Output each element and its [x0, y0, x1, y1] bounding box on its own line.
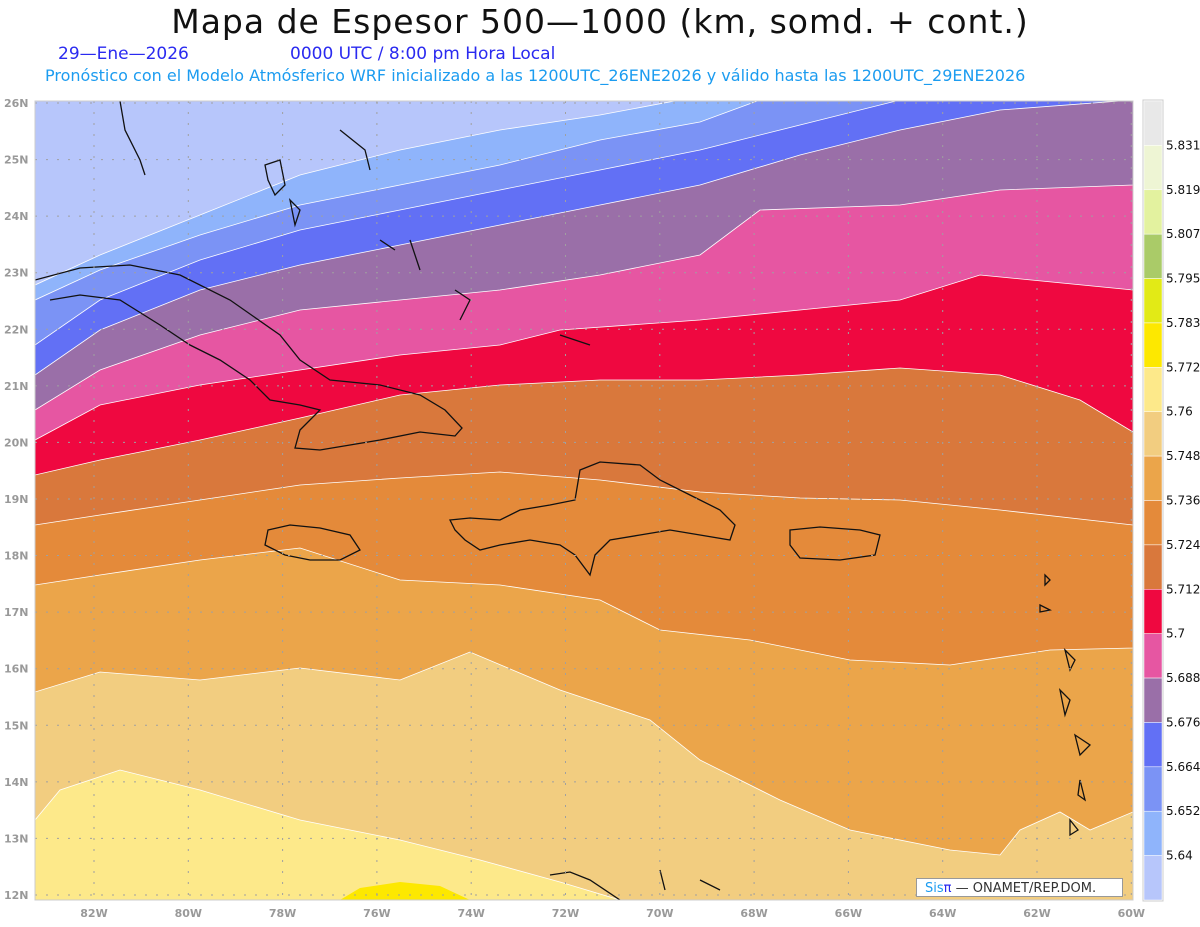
legend-swatch: [1143, 855, 1163, 901]
legend-label: 5.795: [1166, 272, 1200, 286]
legend-label: 5.831: [1166, 138, 1200, 152]
legend-label: 5.724: [1166, 538, 1200, 552]
legend-label: 5.807: [1166, 227, 1200, 241]
legend-swatch: [1143, 589, 1163, 634]
legend-label: 5.783: [1166, 316, 1200, 330]
legend-label: 5.688: [1166, 671, 1200, 685]
legend-label: 5.664: [1166, 760, 1200, 774]
color-legend: 5.831 5.819 5.807 5.795 5.783 5.772 5.76 5.748 5…: [1142, 99, 1200, 902]
lat-label: 19N: [4, 493, 29, 506]
lat-label: 12N: [4, 889, 29, 902]
forecast-time: 0000 UTC / 8:00 pm Hora Local: [290, 44, 556, 64]
attribution-box: Sisπ — ONAMET/REP.DOM.: [916, 878, 1123, 897]
lat-label: 14N: [4, 776, 29, 789]
legend-swatch: [1143, 100, 1163, 146]
lon-label: 64W: [929, 907, 956, 920]
legend-swatch: [1143, 367, 1163, 412]
legend-label: 5.712: [1166, 582, 1200, 596]
legend-label: 5.748: [1166, 449, 1200, 463]
attribution-sis: Sis: [925, 881, 944, 896]
lon-label: 78W: [269, 907, 296, 920]
coast-lesser-antilles: [1039, 573, 1092, 837]
legend-swatch: [1143, 722, 1163, 768]
coast-south-america: [549, 869, 721, 900]
legend-swatch: [1143, 810, 1163, 856]
lat-label: 22N: [4, 323, 29, 336]
legend-label: 5.676: [1166, 715, 1200, 729]
coast-hispaniola: [448, 461, 736, 577]
legend-label: 5.7: [1166, 627, 1185, 641]
thickness-bands: [35, 101, 1133, 900]
forecast-description: Pronóstico con el Modelo Atmósferico WRF…: [45, 66, 1026, 85]
lon-label: 66W: [835, 907, 862, 920]
legend-label: 5.819: [1166, 183, 1200, 197]
coast-bahamas: [264, 129, 591, 346]
lon-label: 70W: [646, 907, 673, 920]
coast-cuba: [35, 264, 463, 451]
legend-label: 5.772: [1166, 360, 1200, 374]
attribution-pi: π: [943, 881, 952, 896]
legend-swatch: [1143, 278, 1163, 324]
lon-label: 82W: [80, 907, 107, 920]
forecast-date: 29—Ene—2026: [58, 44, 189, 64]
lon-label: 76W: [363, 907, 390, 920]
lat-label: 21N: [4, 380, 29, 393]
legend-swatch: [1143, 145, 1163, 191]
legend-label: 5.652: [1166, 804, 1200, 818]
legend-swatch: [1143, 411, 1163, 457]
legend-swatch: [1143, 500, 1163, 546]
map-frame: [34, 100, 1134, 901]
lat-label: 24N: [4, 210, 29, 223]
band-5.772: [340, 882, 470, 900]
lon-label: 74W: [457, 907, 484, 920]
lon-label: 62W: [1023, 907, 1050, 920]
legend-swatch: [1143, 189, 1163, 235]
latitude-labels: 26N 25N 24N 23N 22N 21N 20N 19N 18N 17N 16N 15N 14N 1…: [4, 97, 29, 902]
legend-label: 5.736: [1166, 494, 1200, 508]
lat-label: 20N: [4, 436, 29, 449]
lon-label: 68W: [740, 907, 767, 920]
legend-swatch: [1143, 766, 1163, 812]
lat-label: 25N: [4, 154, 29, 167]
lat-label: 23N: [4, 267, 29, 280]
attribution-text: — ONAMET/REP.DOM.: [955, 881, 1097, 896]
lat-label: 26N: [4, 97, 29, 110]
legend-swatch: [1143, 233, 1163, 279]
coastlines: [35, 101, 1092, 900]
legend-swatch: [1143, 455, 1163, 501]
lat-label: 17N: [4, 606, 29, 619]
lat-label: 13N: [4, 832, 29, 845]
legend-swatch: [1143, 322, 1163, 368]
map-title: Mapa de Espesor 500—1000 (km, somd. + co…: [171, 2, 1029, 41]
lat-label: 15N: [4, 719, 29, 732]
lon-label: 80W: [175, 907, 202, 920]
lon-label: 60W: [1118, 907, 1145, 920]
lon-label: 72W: [552, 907, 579, 920]
legend-label: 5.76: [1166, 405, 1193, 419]
coast-jamaica: [264, 524, 361, 561]
coast-puerto-rico: [789, 526, 881, 561]
legend-swatch: [1143, 544, 1163, 590]
legend-swatch: [1143, 633, 1163, 679]
legend-frame: [1142, 99, 1164, 902]
lat-label: 16N: [4, 663, 29, 676]
legend-label: 5.64: [1166, 849, 1193, 863]
band-17: [35, 101, 677, 286]
lat-label: 18N: [4, 550, 29, 563]
coast-florida: [119, 101, 146, 176]
legend-swatch: [1143, 677, 1163, 723]
longitude-labels: 82W 80W 78W 76W 74W 72W 70W 68W 66W 64W 62W 60W: [80, 907, 1145, 920]
